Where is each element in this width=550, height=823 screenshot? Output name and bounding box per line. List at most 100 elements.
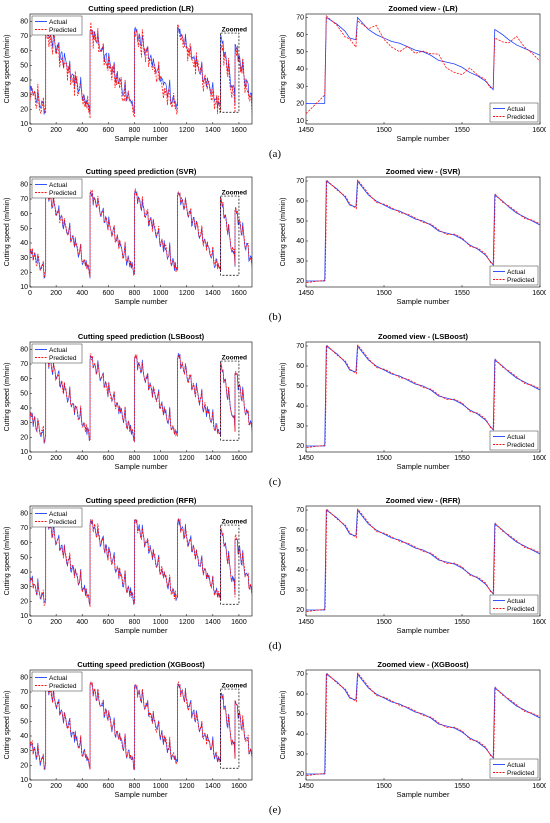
x-tick-label: 1400 bbox=[205, 619, 221, 626]
y-tick-label: 50 bbox=[296, 383, 304, 390]
x-tick-label: 200 bbox=[50, 619, 62, 626]
y-axis-label: Cutting speed (m/min) bbox=[4, 35, 11, 104]
chart-title: Cutting speed prediction (XGBoost) bbox=[77, 660, 205, 669]
y-axis-label: Cutting speed (m/min) bbox=[280, 691, 287, 760]
x-axis-label: Sample number bbox=[115, 297, 168, 306]
zoom-chart: Zoomed view - (LSBoost) 20 30 40 50 60 70 1450 1… bbox=[280, 332, 546, 471]
x-tick-label: 1000 bbox=[153, 783, 169, 790]
x-axis-label: Sample number bbox=[397, 134, 450, 143]
x-tick-label: 1550 bbox=[454, 783, 470, 790]
figure-row: Cutting speed prediction (LR) 10 20 30 40 50 6… bbox=[0, 2, 550, 164]
x-tick-label: 400 bbox=[76, 127, 88, 134]
x-tick-label: 800 bbox=[129, 127, 141, 134]
x-tick-label: 800 bbox=[129, 783, 141, 790]
legend-item-predicted: Predicted bbox=[507, 114, 535, 121]
y-tick-label: 10 bbox=[20, 449, 28, 456]
legend-item-predicted: Predicted bbox=[49, 27, 77, 34]
zoom-label: Zoomed bbox=[222, 355, 247, 362]
x-tick-label: 1600 bbox=[231, 127, 247, 134]
zoom-box bbox=[220, 195, 240, 276]
x-tick-label: 200 bbox=[50, 455, 62, 462]
y-tick-label: 40 bbox=[296, 731, 304, 738]
x-tick-label: 1600 bbox=[231, 290, 247, 297]
y-tick-label: 70 bbox=[20, 196, 28, 203]
x-tick-label: 1550 bbox=[454, 619, 470, 626]
x-axis-label: Sample number bbox=[115, 134, 168, 143]
series-predicted-line bbox=[30, 22, 252, 119]
main-chart: Cutting speed prediction (SVR) 10 20 30 40 50… bbox=[4, 167, 253, 306]
series-predicted-line bbox=[30, 352, 252, 443]
series-predicted-line bbox=[306, 508, 540, 612]
x-tick-label: 200 bbox=[50, 783, 62, 790]
main-chart: Cutting speed prediction (LSBoost) 10 20 30… bbox=[4, 332, 253, 471]
x-tick-label: 400 bbox=[76, 783, 88, 790]
x-tick-label: 1400 bbox=[205, 290, 221, 297]
x-axis-label: Sample number bbox=[115, 462, 168, 471]
x-tick-label: 1200 bbox=[179, 619, 195, 626]
legend-item-predicted: Predicted bbox=[49, 355, 77, 362]
zoom-chart: Zoomed view - (SVR) 20 30 40 50 60 70 1450 1500 1… bbox=[280, 167, 546, 306]
y-tick-label: 40 bbox=[20, 240, 28, 247]
y-tick-label: 70 bbox=[20, 689, 28, 696]
x-tick-label: 1550 bbox=[454, 455, 470, 462]
subfigure-label: (a) bbox=[268, 148, 282, 160]
x-tick-label: 1600 bbox=[532, 455, 546, 462]
x-tick-label: 600 bbox=[103, 127, 115, 134]
y-tick-label: 10 bbox=[20, 613, 28, 620]
y-tick-label: 20 bbox=[296, 607, 304, 614]
zoom-label: Zoomed bbox=[222, 519, 247, 526]
y-tick-label: 50 bbox=[296, 711, 304, 718]
y-tick-label: 70 bbox=[20, 361, 28, 368]
series-predicted-line bbox=[306, 672, 540, 776]
y-axis-label: Cutting speed (m/min) bbox=[280, 35, 287, 104]
chart-title: Zoomed view - (SVR) bbox=[386, 167, 461, 176]
y-tick-label: 70 bbox=[20, 33, 28, 40]
series-predicted-line bbox=[30, 188, 252, 278]
series-predicted-line bbox=[306, 14, 540, 114]
y-tick-label: 20 bbox=[20, 435, 28, 442]
y-tick-label: 40 bbox=[296, 238, 304, 245]
x-tick-label: 800 bbox=[129, 290, 141, 297]
series-actual-line bbox=[30, 25, 252, 115]
y-tick-label: 50 bbox=[296, 547, 304, 554]
y-tick-label: 70 bbox=[20, 525, 28, 532]
legend-item-actual: Actual bbox=[49, 19, 68, 26]
y-tick-label: 60 bbox=[20, 48, 28, 55]
y-tick-label: 60 bbox=[296, 363, 304, 370]
y-axis-label: Cutting speed (m/min) bbox=[4, 691, 11, 760]
y-axis-label: Cutting speed (m/min) bbox=[280, 198, 287, 267]
legend-item-actual: Actual bbox=[507, 434, 526, 441]
zoom-box bbox=[220, 688, 240, 769]
x-tick-label: 1500 bbox=[376, 619, 392, 626]
x-tick-label: 0 bbox=[28, 127, 32, 134]
x-tick-label: 1600 bbox=[231, 619, 247, 626]
y-axis-label: Cutting speed (m/min) bbox=[4, 198, 11, 267]
x-tick-label: 400 bbox=[76, 619, 88, 626]
x-tick-label: 1600 bbox=[231, 783, 247, 790]
x-tick-label: 1200 bbox=[179, 783, 195, 790]
y-tick-label: 70 bbox=[296, 15, 304, 22]
y-axis-label: Cutting speed (m/min) bbox=[4, 363, 11, 432]
legend-item-predicted: Predicted bbox=[49, 190, 77, 197]
x-tick-label: 1450 bbox=[298, 127, 314, 134]
y-tick-label: 20 bbox=[296, 771, 304, 778]
legend-item-actual: Actual bbox=[49, 347, 68, 354]
zoom-chart: Zoomed view - (LR) 10 20 30 40 50 60 70 1450 1500… bbox=[280, 4, 546, 143]
y-tick-label: 80 bbox=[20, 182, 28, 189]
y-tick-label: 20 bbox=[296, 443, 304, 450]
y-tick-label: 10 bbox=[296, 118, 304, 125]
y-tick-label: 20 bbox=[20, 599, 28, 606]
x-tick-label: 0 bbox=[28, 455, 32, 462]
y-tick-label: 30 bbox=[296, 423, 304, 430]
y-tick-label: 50 bbox=[296, 218, 304, 225]
x-tick-label: 1600 bbox=[532, 127, 546, 134]
y-tick-label: 30 bbox=[20, 92, 28, 99]
x-tick-label: 1200 bbox=[179, 290, 195, 297]
legend-item-predicted: Predicted bbox=[49, 519, 77, 526]
